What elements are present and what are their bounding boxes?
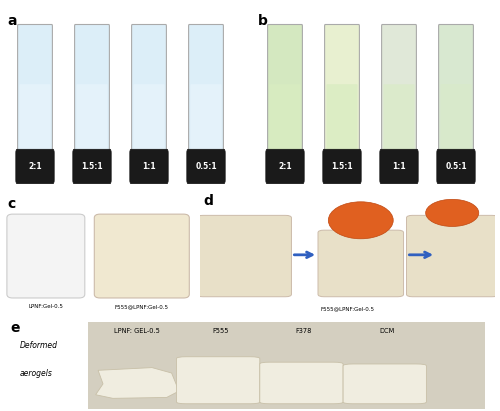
FancyBboxPatch shape <box>176 357 260 404</box>
Text: 1:1: 1:1 <box>142 162 156 171</box>
Ellipse shape <box>426 199 479 226</box>
FancyBboxPatch shape <box>76 84 108 157</box>
FancyBboxPatch shape <box>94 214 190 298</box>
Text: 1:1: 1:1 <box>392 162 406 171</box>
Text: Deformed: Deformed <box>20 342 58 351</box>
Text: 2:1: 2:1 <box>278 162 292 171</box>
Text: F555@LPNF:Gel-0.5: F555@LPNF:Gel-0.5 <box>320 307 374 312</box>
FancyBboxPatch shape <box>406 215 498 297</box>
FancyBboxPatch shape <box>324 25 360 158</box>
FancyBboxPatch shape <box>384 84 414 157</box>
Text: b: b <box>258 14 268 28</box>
Text: F555@LPNF:Gel-0.5: F555@LPNF:Gel-0.5 <box>115 304 169 309</box>
Text: a: a <box>8 14 17 28</box>
FancyBboxPatch shape <box>190 84 222 157</box>
Ellipse shape <box>328 202 393 239</box>
Text: 2:1: 2:1 <box>28 162 42 171</box>
Text: 1.5:1: 1.5:1 <box>81 162 103 171</box>
Text: F378: F378 <box>296 328 312 335</box>
Text: F555: F555 <box>212 328 229 335</box>
FancyBboxPatch shape <box>18 25 52 158</box>
FancyBboxPatch shape <box>323 149 361 184</box>
FancyBboxPatch shape <box>437 149 475 184</box>
Text: LPNF: GEL-0.5: LPNF: GEL-0.5 <box>114 328 160 335</box>
FancyBboxPatch shape <box>438 25 474 158</box>
FancyBboxPatch shape <box>268 25 302 158</box>
Text: DCM: DCM <box>380 328 395 335</box>
FancyBboxPatch shape <box>73 149 111 184</box>
Text: e: e <box>10 321 20 335</box>
FancyBboxPatch shape <box>132 25 166 158</box>
Text: LPNF:Gel-0.5: LPNF:Gel-0.5 <box>28 304 64 309</box>
FancyBboxPatch shape <box>20 84 50 157</box>
FancyBboxPatch shape <box>7 214 85 298</box>
FancyBboxPatch shape <box>266 149 304 184</box>
FancyBboxPatch shape <box>260 362 343 404</box>
FancyBboxPatch shape <box>380 149 418 184</box>
FancyBboxPatch shape <box>187 149 225 184</box>
Text: 0.5:1: 0.5:1 <box>195 162 217 171</box>
Text: 0.5:1: 0.5:1 <box>445 162 467 171</box>
Polygon shape <box>96 367 179 398</box>
Text: 1.5:1: 1.5:1 <box>331 162 353 171</box>
FancyBboxPatch shape <box>188 25 224 158</box>
FancyBboxPatch shape <box>270 84 300 157</box>
FancyBboxPatch shape <box>318 230 404 297</box>
FancyBboxPatch shape <box>197 215 292 297</box>
FancyBboxPatch shape <box>440 84 472 157</box>
Text: aerogels: aerogels <box>20 369 52 378</box>
FancyBboxPatch shape <box>130 149 168 184</box>
FancyBboxPatch shape <box>382 25 416 158</box>
Bar <box>88 322 485 409</box>
FancyBboxPatch shape <box>326 84 358 157</box>
FancyBboxPatch shape <box>16 149 54 184</box>
Text: c: c <box>7 197 15 211</box>
FancyBboxPatch shape <box>74 25 110 158</box>
Text: d: d <box>203 194 213 208</box>
FancyBboxPatch shape <box>343 364 426 404</box>
FancyBboxPatch shape <box>134 84 164 157</box>
